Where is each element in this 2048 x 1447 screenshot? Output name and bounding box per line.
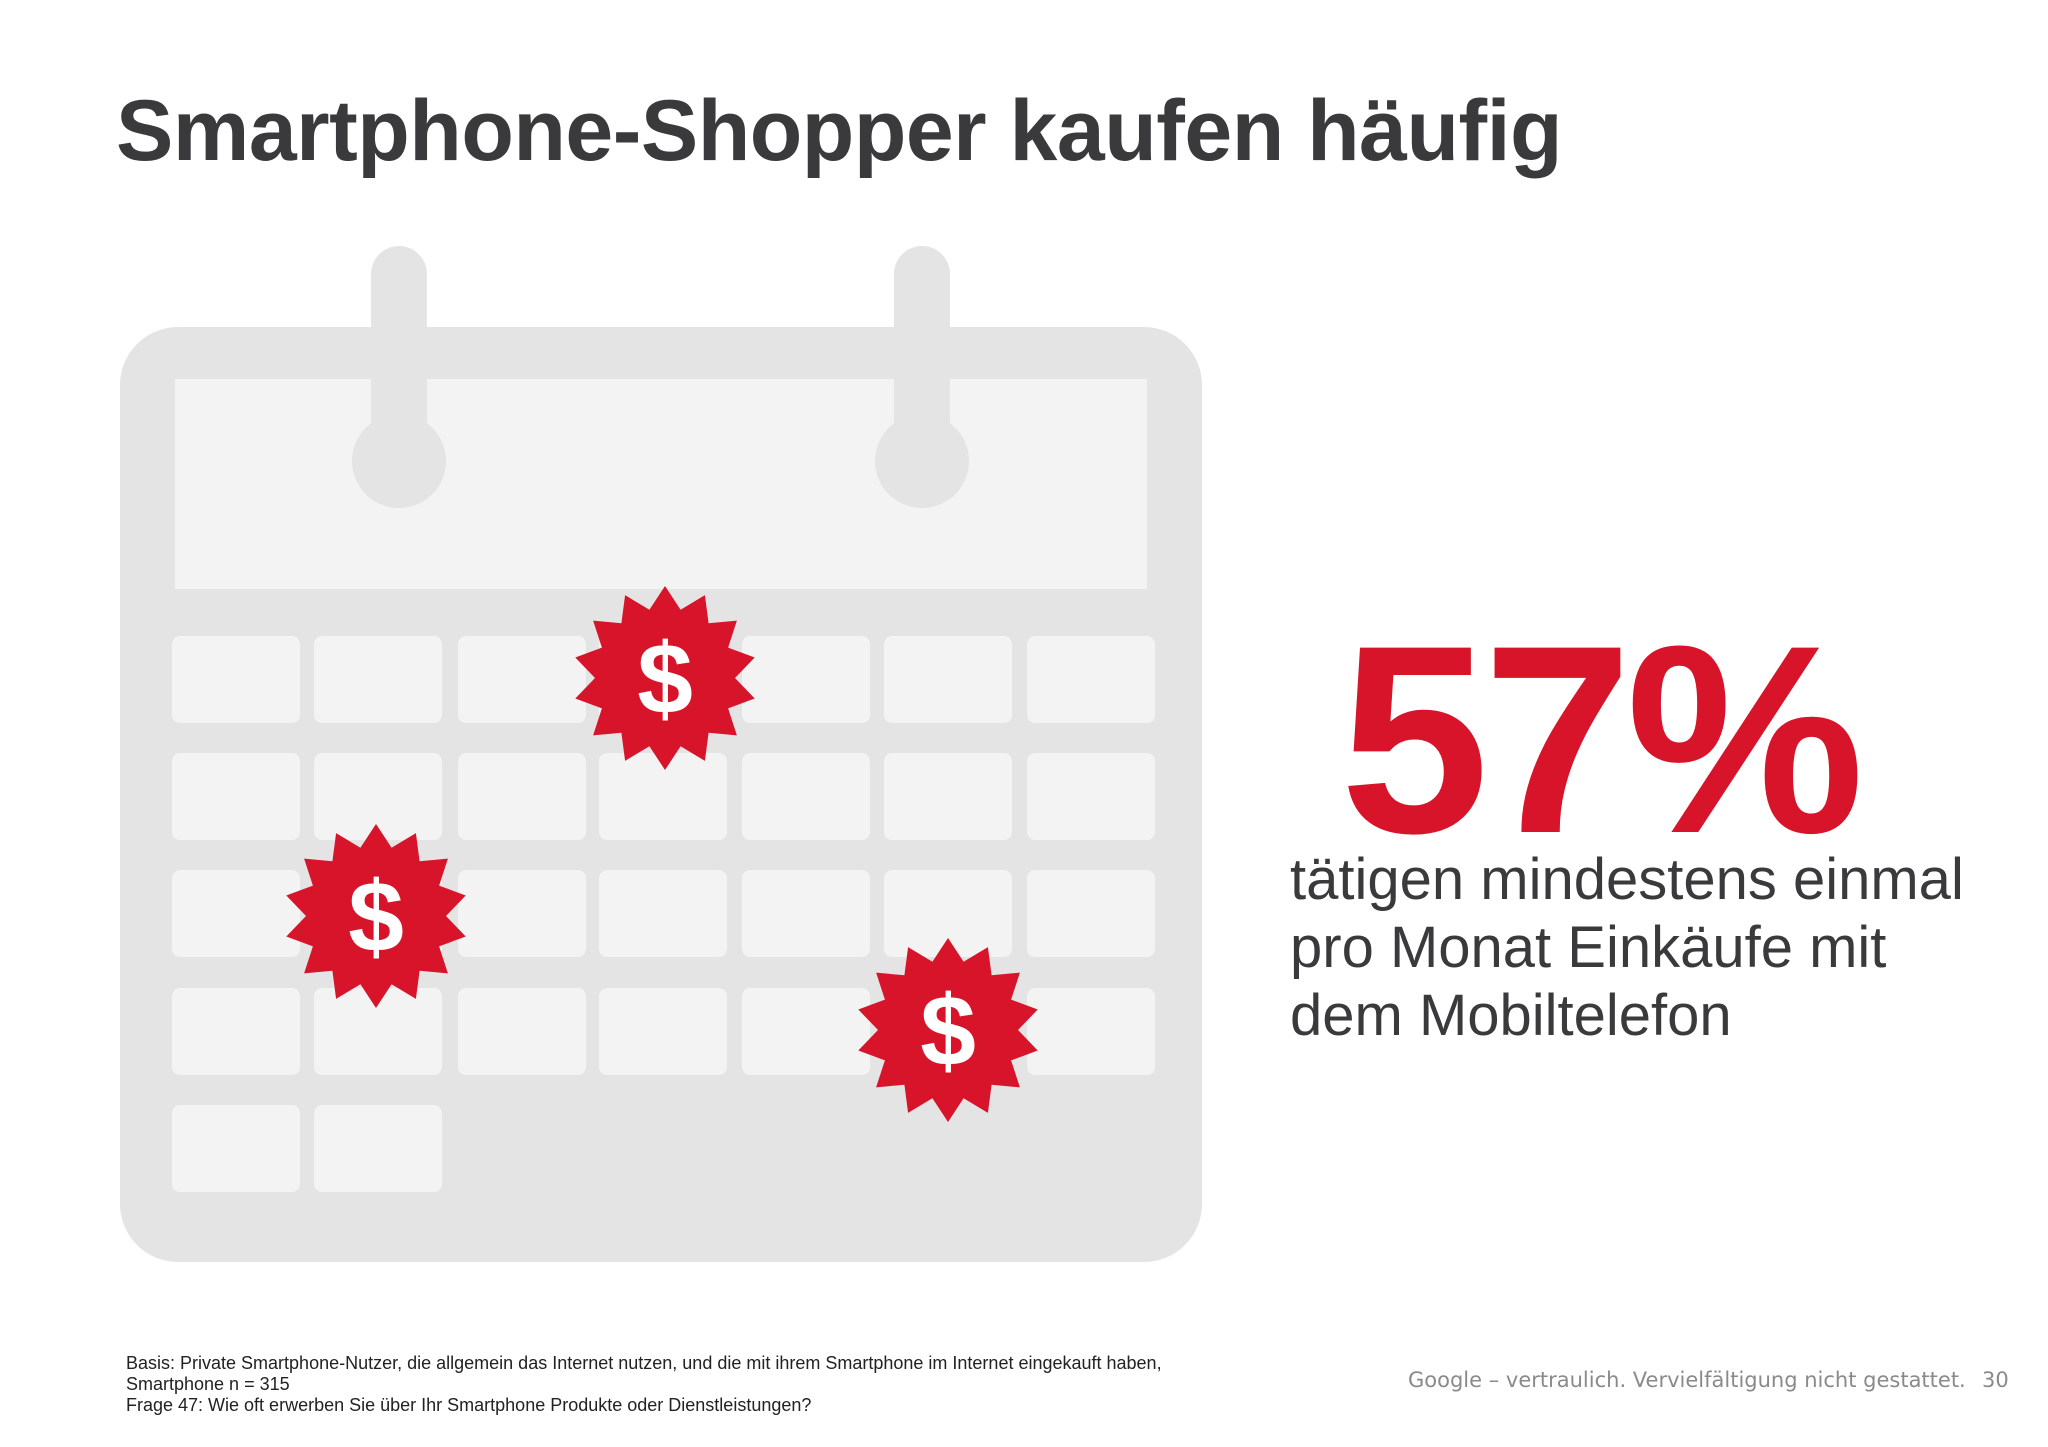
calendar-day-cell xyxy=(884,870,1012,957)
calendar-day-cell xyxy=(884,753,1012,840)
confidential-note: Google – vertraulich. Vervielfältigung n… xyxy=(1408,1368,1966,1392)
calendar-day-cell xyxy=(458,870,586,957)
page-number: 30 xyxy=(1982,1368,2009,1392)
stat-description-line: dem Mobiltelefon xyxy=(1290,983,1732,1048)
calendar-day-cell xyxy=(1027,753,1155,840)
calendar-day-cell xyxy=(599,753,727,840)
calendar-day-cell xyxy=(1027,988,1155,1075)
starburst-shape xyxy=(575,586,755,770)
calendar-day-cell xyxy=(742,870,870,957)
calendar-day-cell xyxy=(458,988,586,1075)
stat-description-line: pro Monat Einkäufe mit xyxy=(1290,915,1887,980)
starburst-shape xyxy=(286,824,466,1008)
dollar-starburst-icon: $ xyxy=(286,824,466,1008)
calendar-icon: $ $ $ xyxy=(120,246,1202,1262)
source-line: Smartphone n = 315 xyxy=(126,1374,290,1394)
calendar-day-cell xyxy=(884,636,1012,723)
stat-description: tätigen mindestens einmal pro Monat Eink… xyxy=(1290,846,1990,1050)
calendar-day-cell xyxy=(314,636,442,723)
source-line: Basis: Private Smartphone-Nutzer, die al… xyxy=(126,1353,1162,1373)
calendar-day-cell xyxy=(172,1105,300,1192)
calendar-day-cell xyxy=(742,753,870,840)
calendar-day-cell xyxy=(599,988,727,1075)
calendar-day-cell xyxy=(314,753,442,840)
calendar-day-cell xyxy=(314,1105,442,1192)
starburst-shape xyxy=(858,938,1038,1122)
calendar-day-cell xyxy=(742,988,870,1075)
calendar-day-cell xyxy=(172,988,300,1075)
stat-value: 57% xyxy=(1340,589,1864,889)
calendar-day-cell xyxy=(172,870,300,957)
calendar-day-cell xyxy=(1027,870,1155,957)
calendar-day-cell xyxy=(742,636,870,723)
source-line: Frage 47: Wie oft erwerben Sie über Ihr … xyxy=(126,1395,812,1415)
calendar-header-panel xyxy=(175,379,1147,589)
calendar-day-cell xyxy=(1027,636,1155,723)
dollar-symbol: $ xyxy=(920,975,976,1087)
calendar-day-cell xyxy=(172,753,300,840)
dollar-symbol: $ xyxy=(637,623,693,735)
dollar-badges: $ $ $ xyxy=(286,586,1038,1122)
dollar-symbol: $ xyxy=(348,861,404,973)
calendar-ring-left xyxy=(352,246,446,508)
calendar-day-cell xyxy=(458,636,586,723)
calendar-ring-right xyxy=(875,246,969,508)
dollar-starburst-icon: $ xyxy=(858,938,1038,1122)
calendar-day-cell xyxy=(599,870,727,957)
calendar-day-cell xyxy=(314,988,442,1075)
dollar-starburst-icon: $ xyxy=(575,586,755,770)
calendar-day-cell xyxy=(458,753,586,840)
calendar-day-cell xyxy=(172,636,300,723)
source-note: Basis: Private Smartphone-Nutzer, die al… xyxy=(126,1353,1162,1416)
slide-title: Smartphone-Shopper kaufen häufig xyxy=(116,83,1563,179)
stat-description-line: tätigen mindestens einmal xyxy=(1290,847,1964,912)
